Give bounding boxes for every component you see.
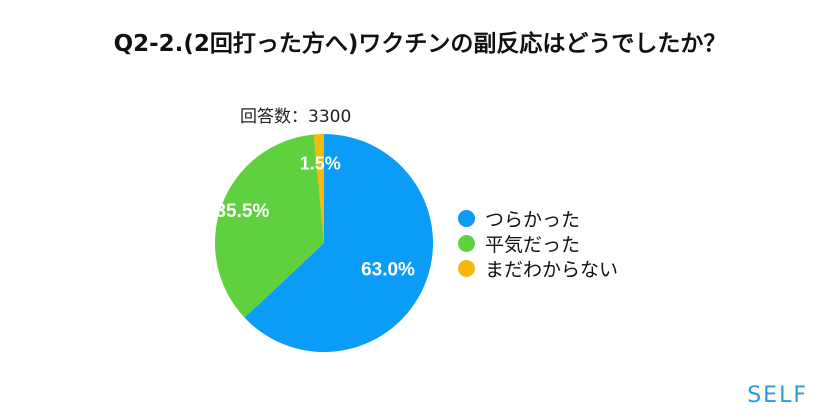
- legend: つらかった 平気だった まだわからない: [458, 206, 618, 281]
- legend-item-0: つらかった: [458, 206, 618, 231]
- legend-label-1: 平気だった: [485, 234, 581, 256]
- legend-item-2: まだわからない: [458, 256, 618, 281]
- legend-label-2: まだわからない: [485, 259, 619, 281]
- legend-label-0: つらかった: [485, 209, 581, 231]
- pie-slice-2: [313, 134, 324, 243]
- slice-label-2: 1.5%: [300, 153, 341, 173]
- slice-label-1: 35.5%: [215, 201, 269, 222]
- respondent-count: 回答数：3300: [240, 107, 352, 127]
- pie-slice-1: [215, 134, 324, 318]
- legend-swatch-1: [458, 235, 475, 252]
- pie-slice-0: [244, 134, 434, 352]
- legend-swatch-0: [458, 210, 475, 227]
- chart-title: Q2-2.(2回打った方へ)ワクチンの副反応はどうでしたか？: [113, 31, 727, 57]
- slice-label-0: 63.0%: [361, 260, 415, 281]
- brand-logo: SELF: [747, 383, 808, 408]
- legend-swatch-2: [458, 260, 475, 277]
- legend-item-1: 平気だった: [458, 231, 618, 256]
